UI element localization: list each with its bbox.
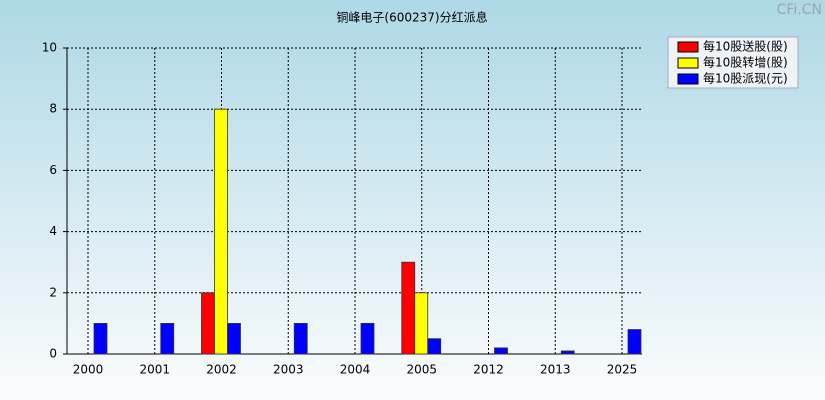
bar	[227, 322, 241, 355]
x-tick-label: 2003	[273, 363, 304, 377]
x-tick-label: 2001	[139, 363, 170, 377]
legend-swatch	[677, 57, 699, 69]
legend-label: 每10股送股(股)	[703, 39, 788, 54]
x-tick-label: 2004	[340, 363, 371, 377]
watermark: CFi.CN	[777, 2, 822, 18]
y-tick-label: 6	[49, 163, 57, 177]
bar	[414, 292, 429, 355]
bar	[360, 322, 375, 355]
bar	[427, 338, 442, 355]
x-tick-label: 2002	[206, 363, 237, 377]
bar	[93, 322, 108, 355]
bar	[201, 292, 215, 355]
x-tick-label: 2005	[406, 363, 437, 377]
y-tick-label: 8	[49, 102, 57, 116]
x-tick-label: 2000	[73, 363, 104, 377]
legend-swatch	[677, 41, 699, 53]
bar	[293, 322, 308, 355]
bar	[401, 261, 416, 355]
legend-swatch	[677, 73, 699, 85]
bar	[560, 350, 575, 355]
chart-title: 铜峰电子(600237)分红派息	[336, 10, 487, 25]
y-tick-label: 0	[49, 347, 57, 361]
bar	[627, 329, 642, 355]
bar	[494, 347, 508, 355]
y-tick-label: 2	[49, 285, 57, 299]
legend-label: 每10股派现(元)	[703, 71, 788, 86]
y-tick-label: 4	[49, 224, 57, 238]
x-tick-label: 2012	[473, 363, 504, 377]
y-tick-label: 10	[42, 41, 57, 55]
legend-label: 每10股转增(股)	[703, 55, 788, 70]
x-tick-label: 2013	[540, 363, 571, 377]
x-tick-label: 2025	[607, 363, 638, 377]
bar	[160, 322, 175, 355]
bar	[214, 108, 228, 355]
